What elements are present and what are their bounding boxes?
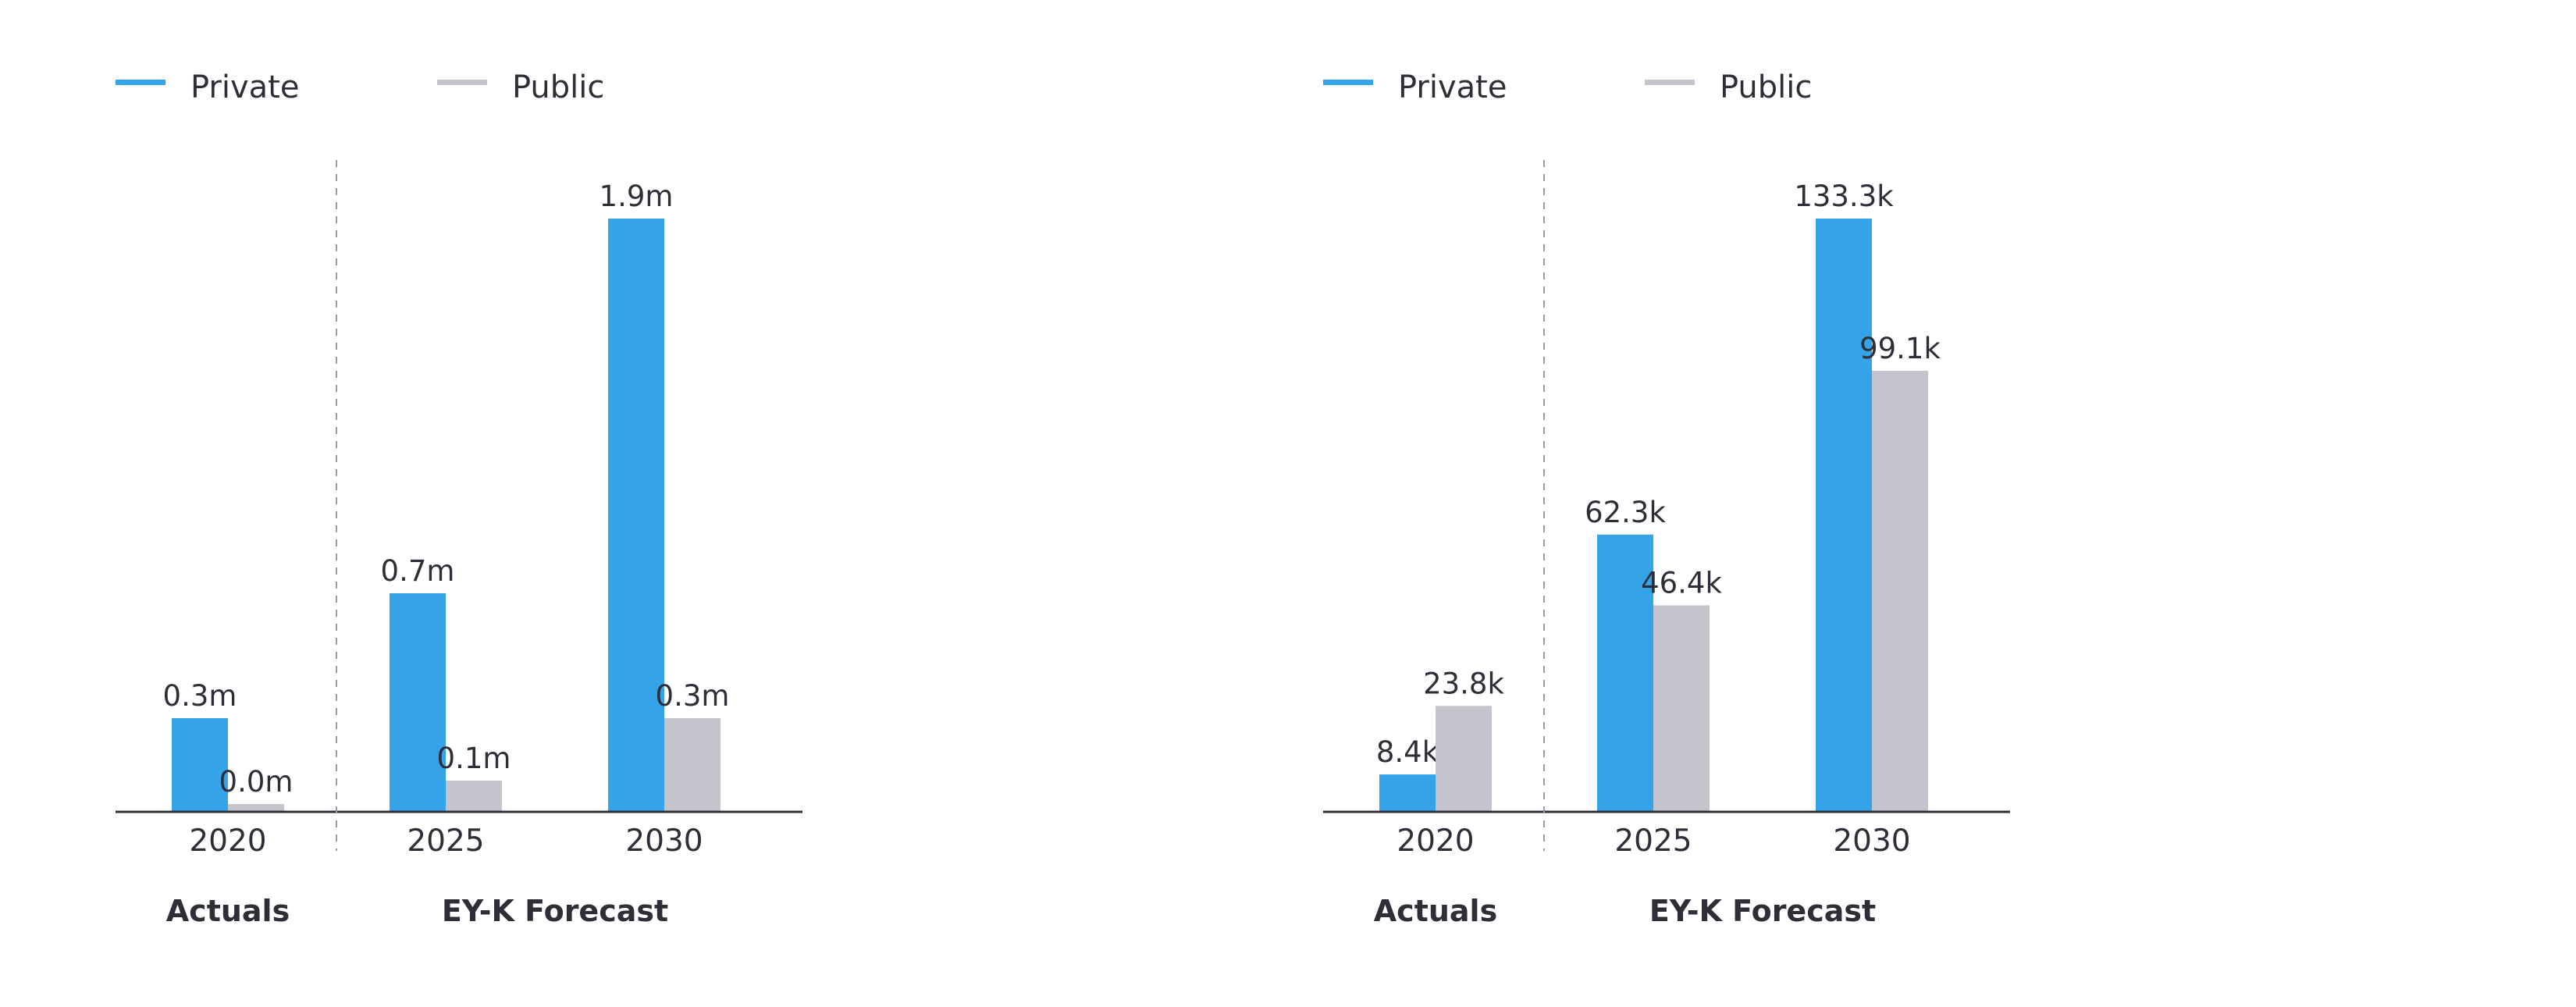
legend-label-public: Public: [1720, 69, 1812, 105]
bar-public-2030: [1872, 370, 1928, 812]
x-tick-2025: 2025: [1614, 824, 1692, 859]
bar-private-2025: [390, 593, 446, 812]
legend-swatch-public: [437, 80, 487, 85]
value-label-private-2020: 0.3m: [163, 679, 237, 713]
group-label-actuals: Actuals: [1374, 894, 1497, 928]
group-label-actuals: Actuals: [166, 894, 290, 928]
value-label-private-2025: 0.7m: [381, 554, 455, 588]
legend-swatch-private: [1323, 80, 1373, 85]
value-label-public-2025: 46.4k: [1641, 566, 1722, 600]
bar-public-2025: [1653, 605, 1710, 812]
bar-private-2030: [1816, 219, 1872, 812]
value-label-public-2030: 0.3m: [656, 679, 730, 713]
legend-swatch-public: [1645, 80, 1695, 85]
x-tick-2030: 2030: [625, 824, 703, 859]
bar-private-2025: [1597, 534, 1653, 812]
bar-private-2030: [608, 219, 664, 812]
legend-label-private: Private: [190, 69, 299, 105]
bar-public-2030: [664, 718, 720, 812]
legend: Private Public: [116, 69, 604, 105]
bar-private-2020: [1379, 774, 1436, 812]
x-tick-2025: 2025: [407, 824, 484, 859]
group-label-forecast: EY-K Forecast: [1649, 894, 1876, 928]
value-label-public-2020: 0.0m: [219, 765, 294, 799]
value-label-private-2030: 1.9m: [600, 180, 674, 213]
x-tick-2020: 2020: [1397, 824, 1474, 859]
bar-public-2020: [228, 804, 284, 812]
value-label-public-2025: 0.1m: [437, 742, 511, 775]
bar-public-2020: [1436, 706, 1492, 812]
legend-swatch-private: [116, 80, 165, 85]
value-label-public-2030: 99.1k: [1859, 332, 1941, 365]
group-label-forecast: EY-K Forecast: [442, 894, 668, 928]
bar-private-2020: [172, 718, 228, 812]
value-label-private-2020: 8.4k: [1376, 735, 1439, 769]
value-label-public-2020: 23.8k: [1423, 667, 1504, 700]
value-label-private-2030: 133.3k: [1794, 180, 1894, 213]
bar-public-2025: [446, 781, 502, 812]
legend: Private Public: [1323, 69, 1812, 105]
x-tick-2030: 2030: [1833, 824, 1910, 859]
value-label-private-2025: 62.3k: [1585, 496, 1666, 529]
chart-2: Private Public 8.4k 23.8k 2020 62.3k 46.4k 2025…: [1323, 69, 2010, 928]
x-tick-2020: 2020: [189, 824, 266, 859]
legend-label-public: Public: [512, 69, 604, 105]
chart-1: Private Public 0.3m 0.0m 2020 0.7m 0.1m 2025 1.9…: [116, 69, 802, 928]
legend-label-private: Private: [1398, 69, 1507, 105]
